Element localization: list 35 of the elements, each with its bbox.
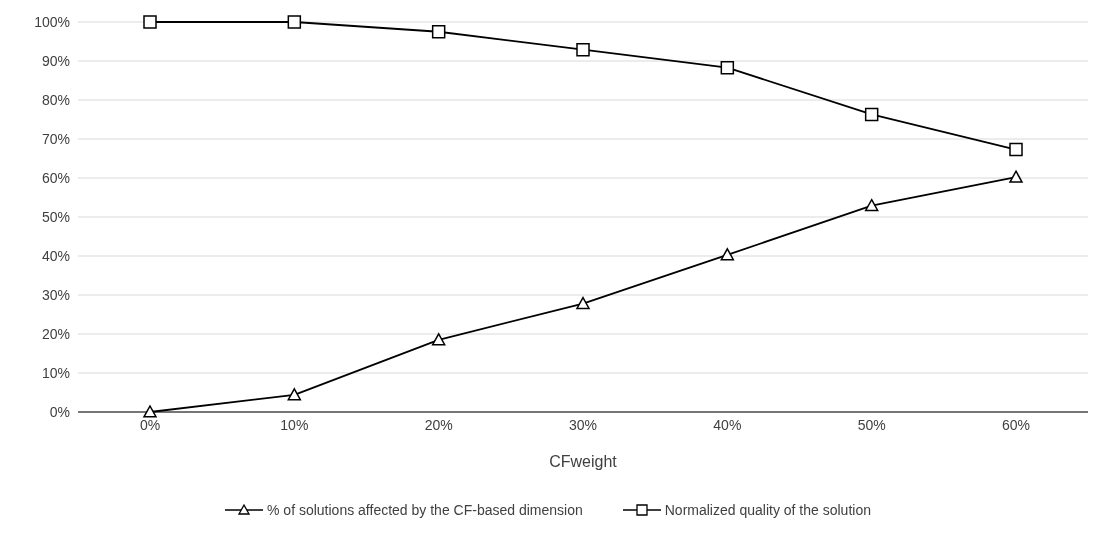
y-tick-label: 90% bbox=[41, 52, 70, 69]
point bbox=[864, 107, 879, 122]
x-tick-label: 60% bbox=[1001, 416, 1031, 433]
y-tick-label: 10% bbox=[41, 364, 70, 381]
point bbox=[431, 25, 446, 39]
point bbox=[576, 42, 590, 57]
point bbox=[720, 60, 735, 75]
x-tick-label: 0% bbox=[139, 416, 161, 433]
x-tick-label: 10% bbox=[280, 416, 309, 433]
legend-label: Normalized quality of the solution bbox=[664, 502, 871, 518]
x-tick-label: 20% bbox=[424, 416, 453, 433]
x-tick-label: 30% bbox=[568, 416, 598, 433]
x-tick-label: 40% bbox=[713, 416, 742, 433]
x-axis-title: CFweight bbox=[549, 453, 618, 470]
y-tick-label: 20% bbox=[41, 325, 70, 342]
point bbox=[1009, 142, 1023, 157]
point bbox=[431, 333, 446, 346]
point bbox=[287, 15, 302, 29]
y-tick-label: 60% bbox=[41, 169, 70, 186]
y-tick-label: 100% bbox=[34, 13, 70, 30]
point bbox=[287, 388, 302, 401]
y-tick-label: 80% bbox=[41, 91, 70, 108]
point bbox=[864, 198, 879, 212]
point bbox=[576, 296, 590, 310]
point bbox=[143, 15, 157, 29]
legend-label: % of solutions affected by the CF-based dimension bbox=[267, 502, 583, 518]
y-tick-label: 30% bbox=[41, 286, 70, 303]
y-tick-label: 0% bbox=[49, 403, 70, 420]
y-tick-label: 70% bbox=[41, 130, 70, 147]
point bbox=[1009, 170, 1023, 183]
y-tick-label: 50% bbox=[41, 208, 70, 225]
x-tick-label: 50% bbox=[857, 416, 886, 433]
point bbox=[143, 405, 157, 418]
point bbox=[720, 248, 735, 261]
y-tick-label: 40% bbox=[41, 247, 70, 264]
